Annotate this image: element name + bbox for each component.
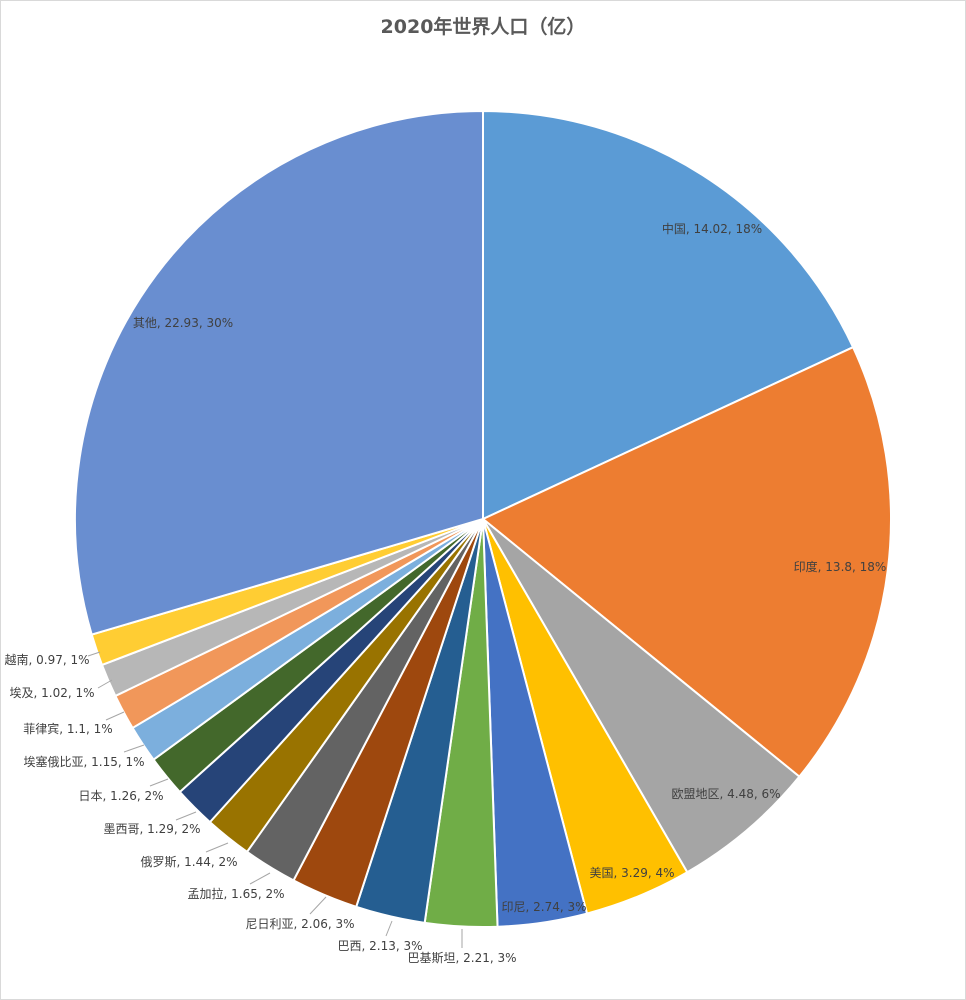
slice-label: 埃塞俄比亚, 1.15, 1% <box>23 754 144 769</box>
leader-line <box>123 744 145 753</box>
leader-lines <box>87 651 463 948</box>
slice-label: 其他, 22.93, 30% <box>133 316 233 330</box>
slice-label: 埃及, 1.02, 1% <box>9 686 94 700</box>
slice-label: 尼日利亚, 2.06, 3% <box>245 917 354 931</box>
slice-label: 日本, 1.26, 2% <box>78 789 163 803</box>
pie-slice <box>481 345 892 779</box>
leader-line <box>87 651 101 657</box>
leader-line <box>309 896 327 915</box>
leader-line <box>175 811 197 821</box>
leader-line <box>205 842 229 853</box>
slice-label: 巴西, 2.13, 3% <box>337 939 422 953</box>
pie-slice <box>74 109 484 636</box>
leader-line <box>385 920 393 937</box>
leader-line <box>149 778 169 787</box>
slice-label: 墨西哥, 1.29, 2% <box>103 822 200 836</box>
slice-label: 中国, 14.02, 18% <box>662 221 762 236</box>
slice-label: 印尼, 2.74, 3% <box>501 900 586 914</box>
slice-label: 美国, 3.29, 4% <box>589 866 674 880</box>
slice-label: 巴基斯坦, 2.21, 3% <box>407 951 516 965</box>
slice-label: 印度, 13.8, 18% <box>794 559 887 574</box>
pie-slices <box>74 109 892 928</box>
pie-slice <box>482 518 801 874</box>
slice-label: 孟加拉, 1.65, 2% <box>187 886 284 901</box>
pie-slice <box>482 109 855 521</box>
slice-label: 俄罗斯, 1.44, 2% <box>140 855 237 869</box>
leader-line <box>249 872 271 885</box>
leader-line <box>97 679 113 689</box>
slice-label: 越南, 0.97, 1% <box>4 652 89 667</box>
chart-title: 2020年世界人口（亿） <box>380 16 586 38</box>
data-labels: 中国, 14.02, 18% 印度, 13.8, 18% 欧盟地区, 4.48, 6… <box>4 221 886 965</box>
slice-label: 欧盟地区, 4.48, 6% <box>671 787 780 801</box>
leader-line <box>105 711 125 721</box>
slice-label: 菲律宾, 1.1, 1% <box>23 721 112 736</box>
